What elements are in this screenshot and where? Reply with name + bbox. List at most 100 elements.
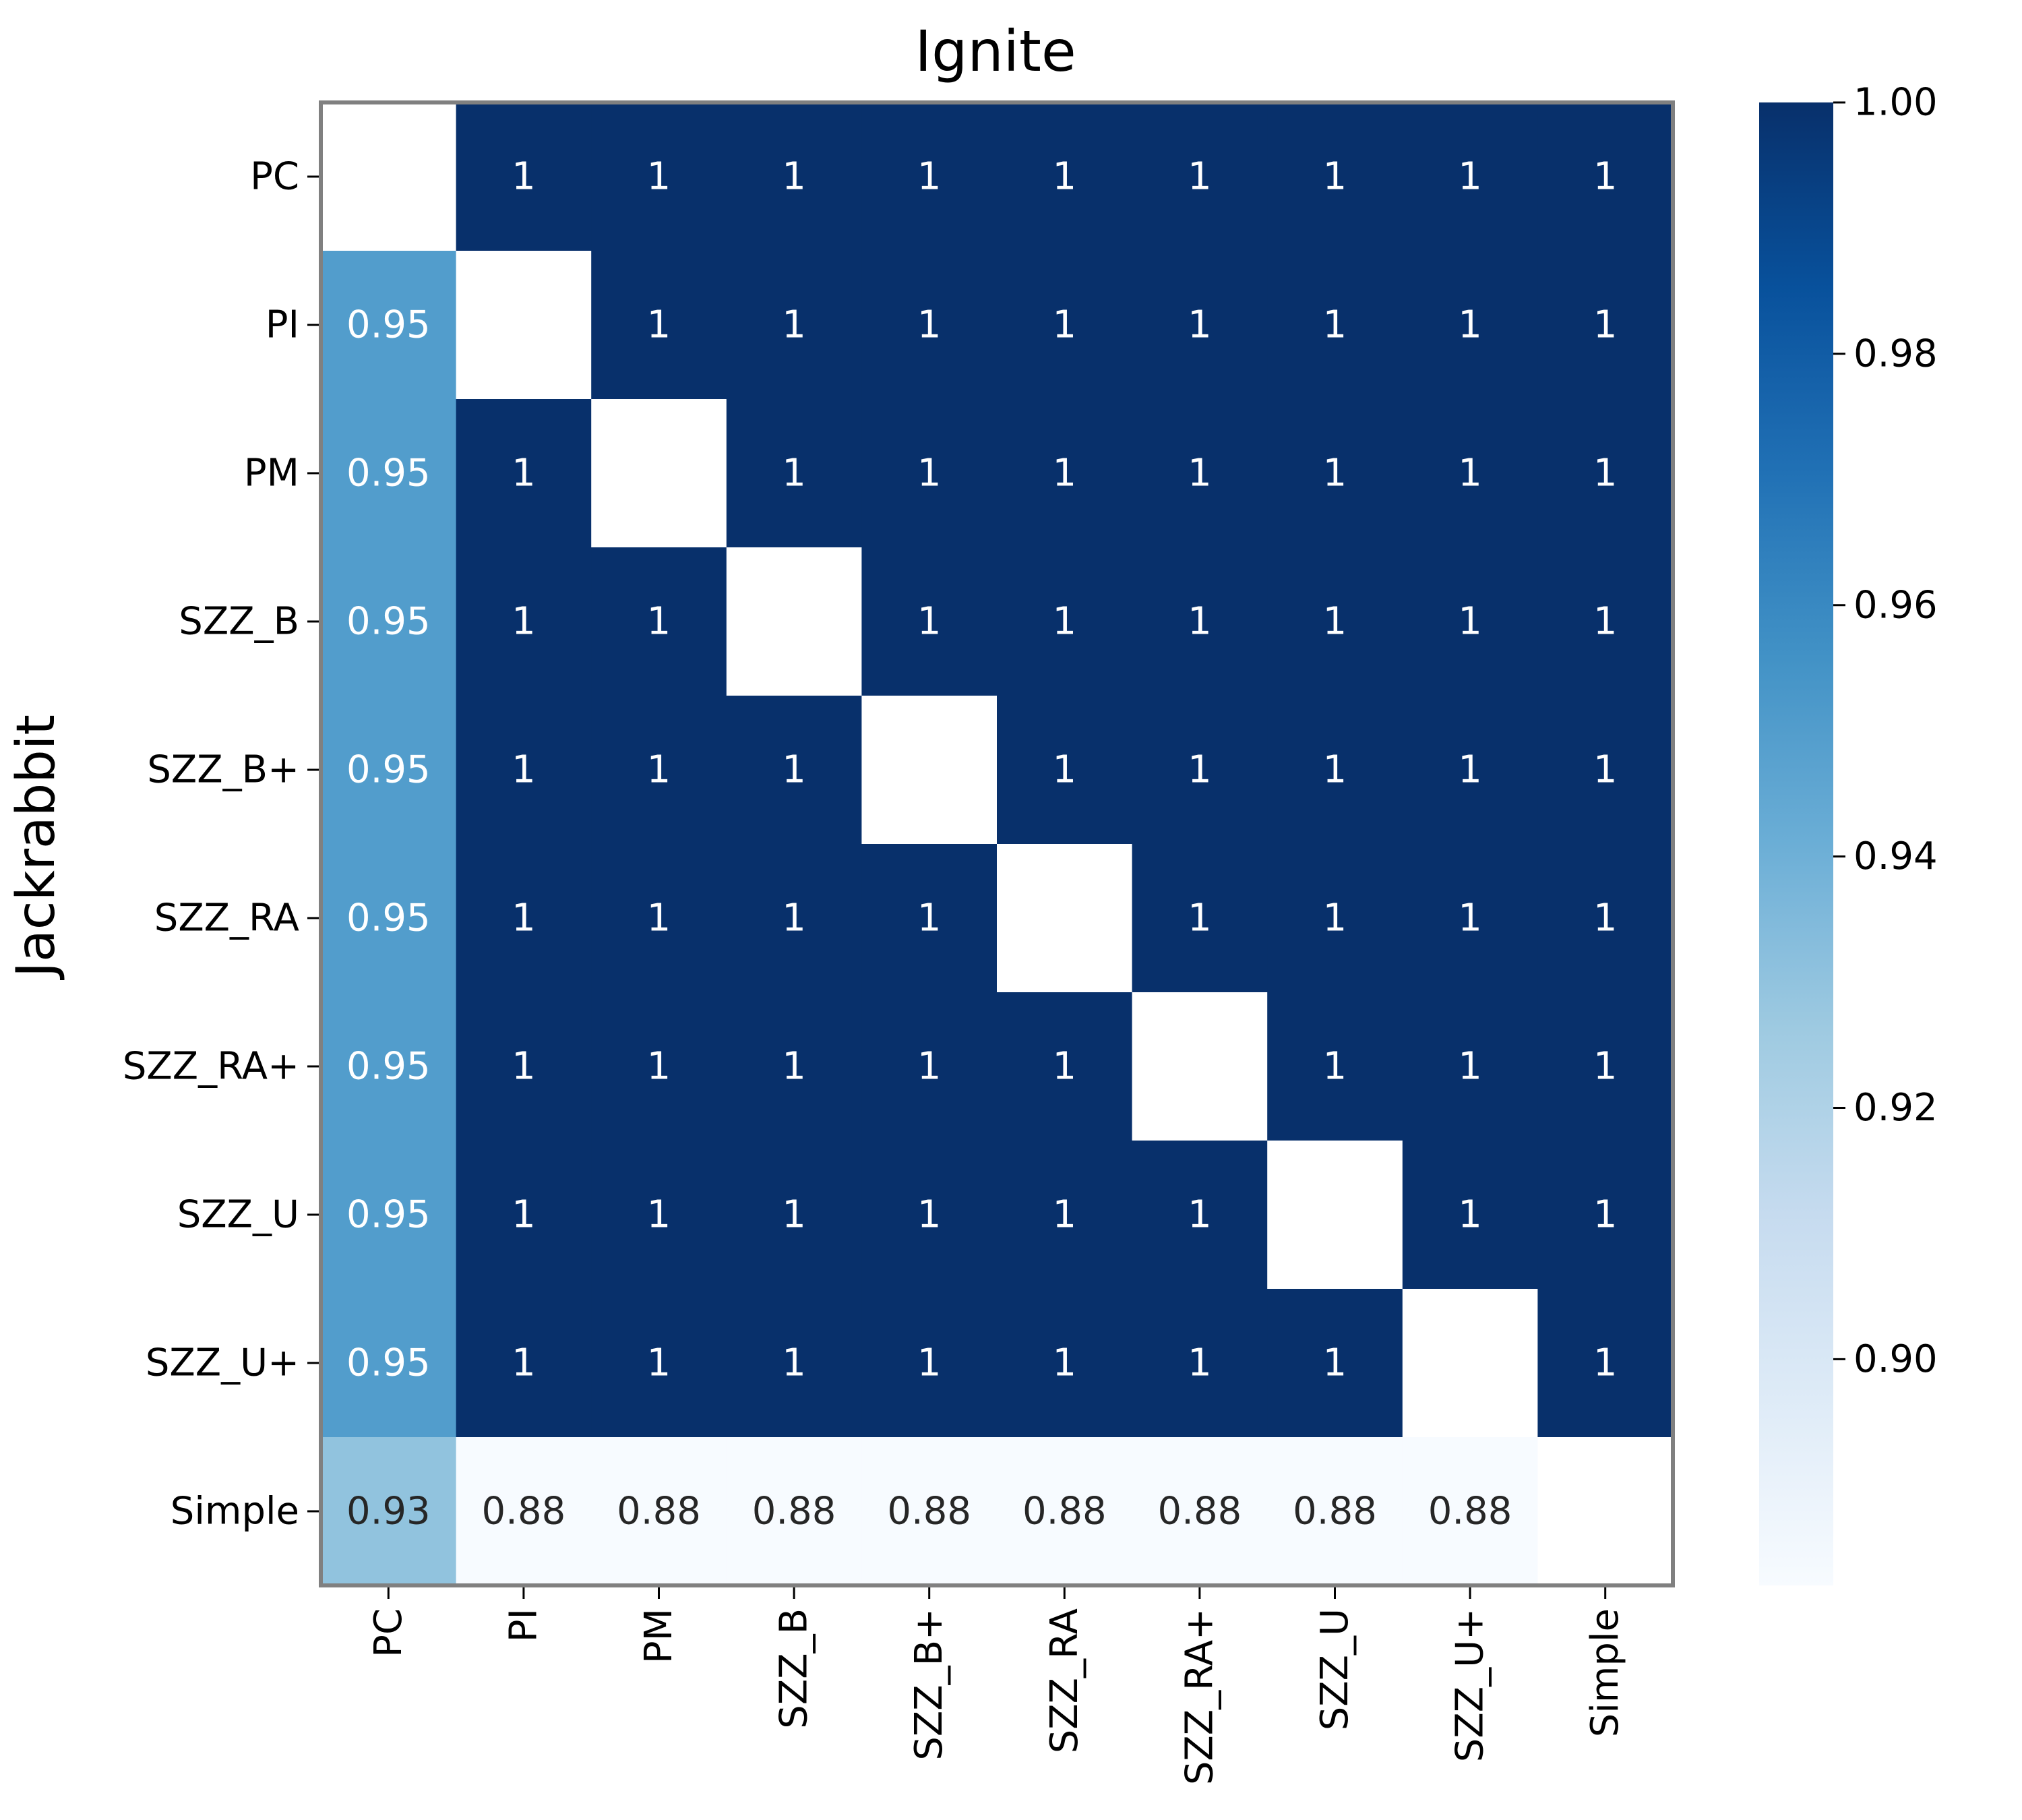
heatmap-cell (456, 992, 592, 1141)
cell-value-label: 1 (782, 1193, 806, 1237)
cell-value-label: 1 (1458, 1193, 1482, 1237)
heatmap-cell (861, 696, 998, 845)
cell-value-label: 1 (1188, 303, 1212, 347)
cell-value-label: 1 (1458, 303, 1482, 347)
cell-value-label: 1 (512, 1045, 536, 1089)
cell-value-label: 0.95 (346, 600, 431, 644)
cell-value-label: 1 (1052, 1341, 1076, 1385)
heatmap-cell (1267, 1437, 1403, 1586)
heatmap-cell (1402, 1437, 1538, 1586)
x-tick-label: SZZ_RA (1043, 1608, 1086, 1753)
heatmap-cell (1132, 251, 1268, 400)
x-tick-label: PM (637, 1608, 681, 1664)
heatmap-cell (726, 696, 862, 845)
heatmap-cell (321, 1437, 457, 1586)
heatmap-cell (1132, 844, 1268, 993)
heatmap-cell (321, 992, 457, 1141)
heatmap-cell (1537, 1437, 1674, 1586)
x-tick-label: PC (367, 1608, 410, 1658)
heatmap-cell (1402, 1289, 1538, 1438)
heatmap-cell (591, 547, 727, 696)
cell-value-label: 1 (512, 452, 536, 495)
heatmap-cell (1132, 102, 1268, 251)
heatmap-cell (1132, 547, 1268, 696)
x-tick-label: SZZ_B (772, 1608, 816, 1729)
heatmap-cell (997, 1289, 1133, 1438)
cell-value-label: 1 (647, 600, 671, 644)
y-tick-label: SZZ_U+ (146, 1341, 299, 1385)
heatmap-cell (1537, 696, 1674, 845)
cell-value-label: 0.88 (1428, 1490, 1512, 1534)
cell-value-label: 1 (782, 1045, 806, 1089)
heatmap-cell (591, 399, 727, 548)
cell-value-label: 1 (1323, 897, 1347, 940)
heatmap-cell (456, 399, 592, 548)
heatmap-cell (1402, 547, 1538, 696)
cell-value-label: 1 (1458, 897, 1482, 940)
cell-value-label: 1 (1458, 600, 1482, 644)
heatmap-cell (1402, 102, 1538, 251)
plot-frame (319, 100, 1675, 1587)
cell-value-label: 1 (782, 897, 806, 940)
heatmap-cell (726, 1141, 862, 1290)
heatmap-cell (861, 547, 998, 696)
cell-value-label: 0.95 (346, 748, 431, 792)
cell-value-label: 0.88 (617, 1490, 701, 1534)
y-tick-label: SZZ_B+ (147, 748, 299, 792)
cell-value-label: 1 (512, 600, 536, 644)
chart-title: Ignite (915, 18, 1076, 84)
cell-value-label: 0.88 (1293, 1490, 1377, 1534)
heatmap-cell (997, 547, 1133, 696)
cell-value-label: 0.88 (752, 1490, 836, 1534)
cell-value-label: 0.88 (1158, 1490, 1242, 1534)
heatmap-cell (321, 696, 457, 845)
heatmap-cell (591, 844, 727, 993)
heatmap-cell (591, 696, 727, 845)
heatmap-cell (1267, 696, 1403, 845)
heatmap-cells (321, 102, 1674, 1586)
heatmap-cell (861, 251, 998, 400)
heatmap-cell (997, 696, 1133, 845)
colorbar (1759, 102, 1833, 1585)
y-tick-label: SZZ_RA (154, 897, 299, 940)
heatmap-cell (321, 844, 457, 993)
heatmap-cell (861, 399, 998, 548)
heatmap-cell (1267, 399, 1403, 548)
heatmap-cell (591, 251, 727, 400)
heatmap-cell (726, 1289, 862, 1438)
heatmap-cell (1132, 992, 1268, 1141)
heatmap-cell (1402, 251, 1538, 400)
cell-value-label: 1 (917, 897, 942, 940)
heatmap-cell (1402, 844, 1538, 993)
y-tick-label: PM (244, 452, 299, 495)
heatmap-cell (456, 1437, 592, 1586)
cell-value-label: 1 (1052, 452, 1076, 495)
x-tick-label: SZZ_U (1313, 1608, 1357, 1730)
heatmap-cell (456, 1289, 592, 1438)
cell-value-label: 1 (1593, 1045, 1618, 1089)
heatmap-cell (456, 696, 592, 845)
heatmap-cell (321, 1141, 457, 1290)
cell-value-label: 1 (1593, 1341, 1618, 1385)
heatmap-cell (591, 102, 727, 251)
cell-value-label: 1 (1458, 155, 1482, 199)
heatmap-cell (997, 1141, 1133, 1290)
cell-value-label: 1 (647, 1341, 671, 1385)
cell-value-label: 1 (1188, 1341, 1212, 1385)
heatmap-cell (1267, 251, 1403, 400)
cell-value-label: 1 (782, 303, 806, 347)
cell-value-label: 1 (1593, 452, 1618, 495)
cell-value-label: 1 (917, 1341, 942, 1385)
colorbar-tick-label: 1.00 (1854, 81, 1938, 125)
cell-value-label: 1 (647, 155, 671, 199)
cell-value-label: 1 (1052, 1045, 1076, 1089)
heatmap-cell (1267, 1141, 1403, 1290)
cell-value-label: 1 (1188, 600, 1212, 644)
heatmap-cell (997, 399, 1133, 548)
cell-value-label: 1 (917, 303, 942, 347)
heatmap-cell (997, 102, 1133, 251)
heatmap-cell (1267, 547, 1403, 696)
heatmap-cell (1537, 102, 1674, 251)
heatmap-cell (1537, 1141, 1674, 1290)
